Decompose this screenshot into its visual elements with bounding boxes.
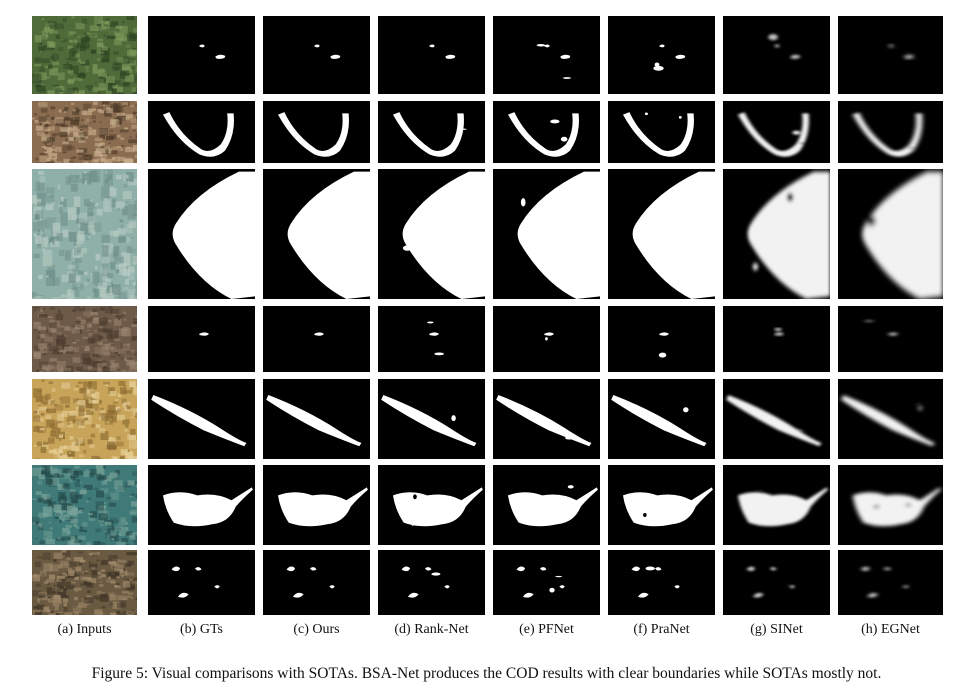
mask-pranet xyxy=(608,16,715,94)
mask-ranknet xyxy=(378,169,485,299)
mask-ours xyxy=(263,306,370,372)
mask-ranknet xyxy=(378,465,485,545)
mask-egnet xyxy=(838,101,943,163)
label-sinet: (g) SINet xyxy=(750,622,803,637)
mask-ours xyxy=(263,465,370,545)
mask-pranet xyxy=(608,465,715,545)
label-inputs: (a) Inputs xyxy=(57,622,112,637)
label-pranet: (f) PraNet xyxy=(633,622,690,637)
mask-egnet xyxy=(838,16,943,94)
mask-egnet xyxy=(838,550,943,615)
mask-ours xyxy=(263,16,370,94)
label-gts: (b) GTs xyxy=(180,622,223,637)
mask-egnet xyxy=(838,169,943,299)
mask-sinet xyxy=(723,465,830,545)
mask-pfnet xyxy=(493,306,600,372)
comparison-grid xyxy=(32,16,943,615)
mask-ours xyxy=(263,550,370,615)
mask-pfnet xyxy=(493,465,600,545)
mask-pranet xyxy=(608,101,715,163)
mask-pfnet xyxy=(493,379,600,459)
figure-caption: Figure 5: Visual comparisons with SOTAs.… xyxy=(91,665,882,682)
mask-egnet xyxy=(838,379,943,459)
mask-ranknet xyxy=(378,101,485,163)
mask-ranknet xyxy=(378,550,485,615)
mask-gts xyxy=(148,169,255,299)
label-egnet: (h) EGNet xyxy=(861,622,920,637)
mask-gts xyxy=(148,550,255,615)
mask-sinet xyxy=(723,306,830,372)
mask-pfnet xyxy=(493,16,600,94)
input-image xyxy=(32,306,137,372)
mask-egnet xyxy=(838,306,943,372)
mask-ours xyxy=(263,379,370,459)
mask-sinet xyxy=(723,550,830,615)
input-image xyxy=(32,101,137,163)
input-image xyxy=(32,16,137,94)
mask-sinet xyxy=(723,101,830,163)
mask-ranknet xyxy=(378,379,485,459)
mask-gts xyxy=(148,379,255,459)
input-image xyxy=(32,550,137,615)
input-image xyxy=(32,465,137,545)
mask-ranknet xyxy=(378,306,485,372)
mask-ours xyxy=(263,169,370,299)
mask-pranet xyxy=(608,169,715,299)
mask-pfnet xyxy=(493,550,600,615)
mask-sinet xyxy=(723,169,830,299)
label-ours: (c) Ours xyxy=(293,622,340,637)
mask-egnet xyxy=(838,465,943,545)
mask-pranet xyxy=(608,306,715,372)
mask-gts xyxy=(148,16,255,94)
mask-gts xyxy=(148,306,255,372)
mask-ours xyxy=(263,101,370,163)
mask-ranknet xyxy=(378,16,485,94)
mask-pranet xyxy=(608,550,715,615)
mask-pranet xyxy=(608,379,715,459)
label-pfnet: (e) PFNet xyxy=(519,622,574,637)
mask-pfnet xyxy=(493,101,600,163)
mask-gts xyxy=(148,101,255,163)
mask-pfnet xyxy=(493,169,600,299)
input-image xyxy=(32,169,137,299)
mask-gts xyxy=(148,465,255,545)
input-image xyxy=(32,379,137,459)
mask-sinet xyxy=(723,16,830,94)
label-ranknet: (d) Rank-Net xyxy=(394,622,469,637)
mask-sinet xyxy=(723,379,830,459)
